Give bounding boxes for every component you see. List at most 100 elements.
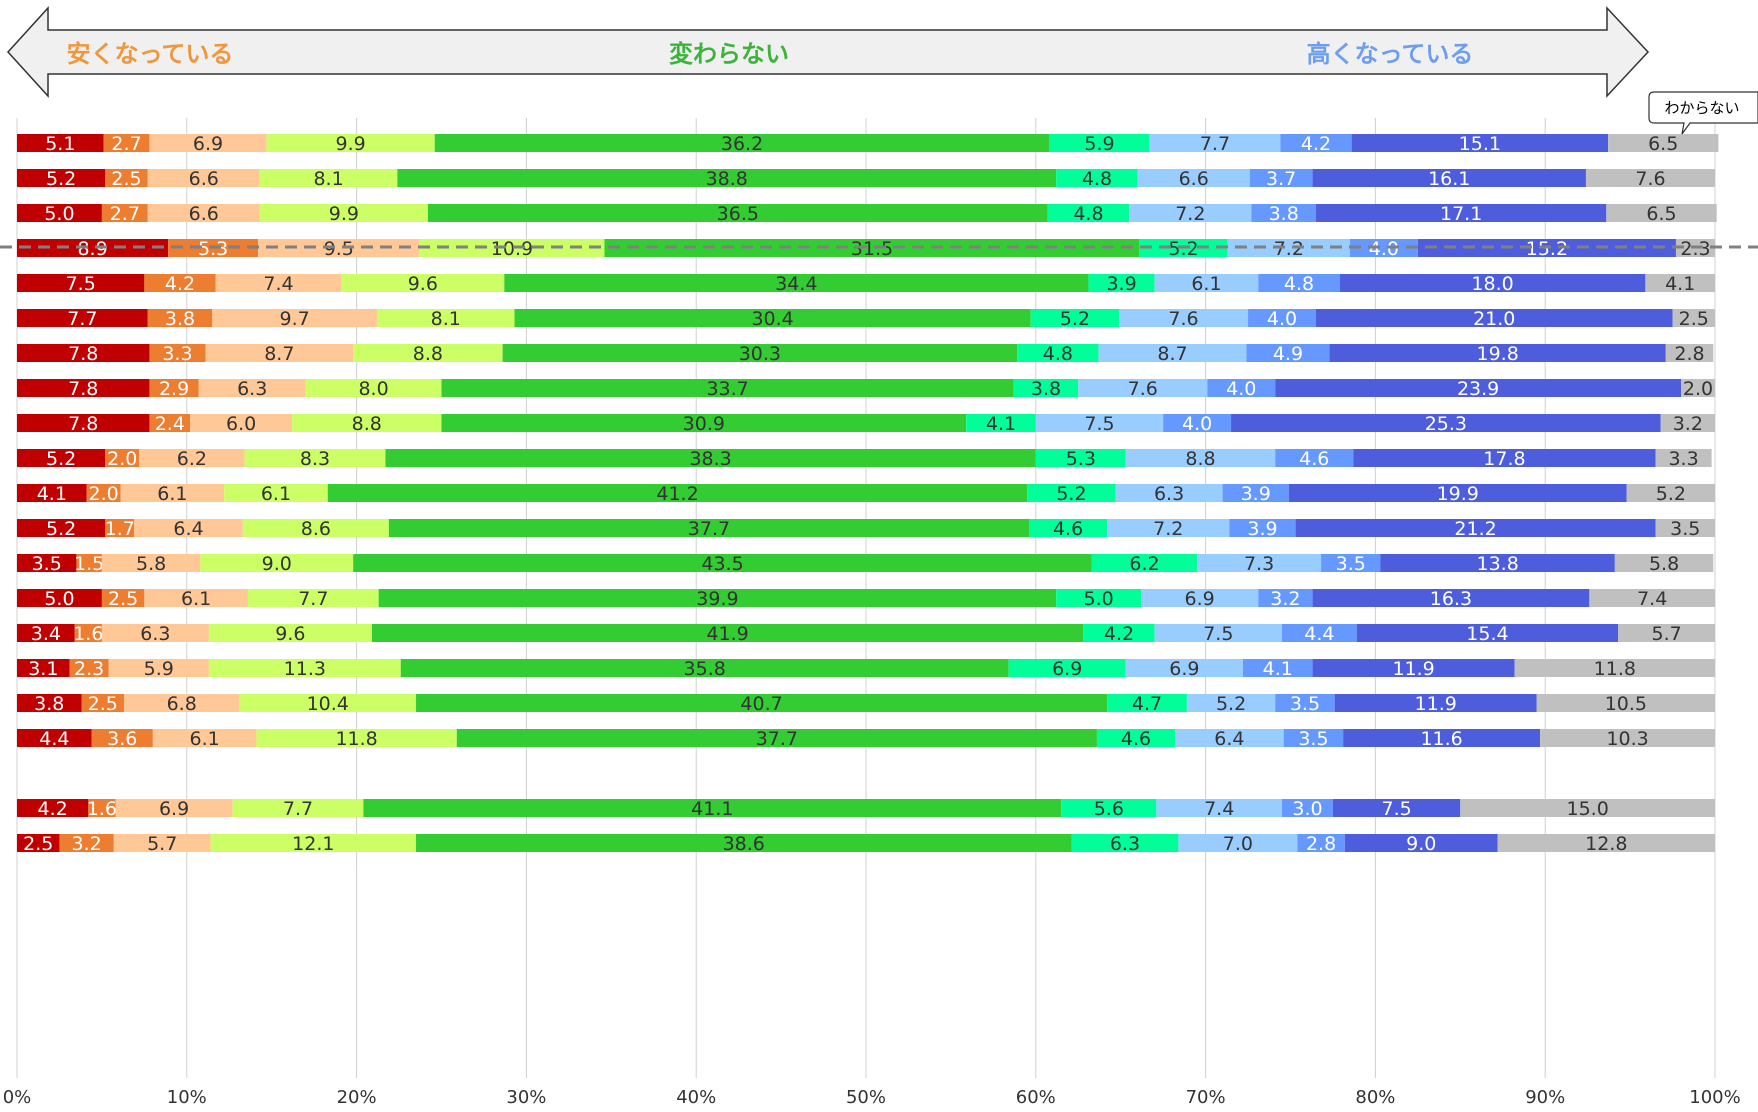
data-label: 6.6: [189, 203, 219, 225]
data-label: 3.8: [165, 308, 195, 330]
data-label: 3.4: [31, 623, 61, 645]
data-label: 38.3: [689, 448, 731, 470]
data-label: 4.1: [37, 483, 67, 505]
data-label: 36.5: [717, 203, 759, 225]
data-label: 15.2: [1526, 238, 1568, 260]
bar-segment: [1047, 204, 1130, 222]
data-label: 5.0: [1084, 588, 1114, 610]
data-label: 4.2: [165, 273, 195, 295]
data-label: 4.0: [1182, 413, 1212, 435]
bar-segment: [1589, 589, 1715, 607]
data-label: 16.3: [1430, 588, 1472, 610]
data-label: 3.6: [107, 728, 137, 750]
bar-segment: [385, 449, 1036, 467]
bar-segment: [1222, 484, 1289, 502]
bar-segment: [101, 624, 209, 642]
data-label: 21.0: [1473, 308, 1515, 330]
bar-segment: [1672, 309, 1715, 327]
data-label: 3.5: [1298, 728, 1328, 750]
data-label: 10.4: [307, 693, 349, 715]
data-label: 5.2: [46, 168, 76, 190]
bar-segment: [190, 414, 293, 432]
data-label: 8.9: [77, 238, 107, 260]
bar-row: 7.8 2.4 6.0 8.8 30.9 4.1 7.5 4.0 25.3 3.2: [17, 413, 1715, 435]
bar-segment: [1655, 449, 1712, 467]
data-label: 8.7: [264, 343, 294, 365]
bar-segment: [86, 484, 121, 502]
data-label: 5.7: [1651, 623, 1681, 645]
x-tick-label: 10%: [167, 1087, 207, 1108]
bar-segment: [292, 414, 442, 432]
data-label: 3.9: [1247, 518, 1277, 540]
bar-segment: [397, 169, 1057, 187]
bar-segment: [105, 169, 148, 187]
data-label: 2.5: [1679, 308, 1709, 330]
bar-segment: [1013, 379, 1079, 397]
bar-segment: [81, 694, 124, 712]
bar-row: 4.2 1.6 6.9 7.7 41.1 5.6 7.4 3.0 7.5 15.0: [17, 798, 1715, 820]
bar-segment: [400, 659, 1009, 677]
bar-segment: [604, 239, 1140, 257]
data-label: 3.5: [1290, 693, 1320, 715]
bar-segment: [441, 414, 967, 432]
bar-segment: [1078, 379, 1208, 397]
data-label: 7.4: [263, 273, 293, 295]
data-label: 11.8: [1594, 658, 1636, 680]
data-label: 2.5: [23, 833, 53, 855]
bar-segment: [101, 554, 201, 572]
data-label: 6.5: [1648, 133, 1678, 155]
bar-segment: [208, 624, 372, 642]
data-label: 3.0: [1292, 798, 1322, 820]
data-label: 2.8: [1306, 833, 1336, 855]
bar-segment: [1312, 659, 1515, 677]
data-label: 7.3: [1244, 553, 1274, 575]
data-label: 4.6: [1121, 728, 1151, 750]
data-label: 5.2: [1168, 238, 1198, 260]
data-label: 8.8: [1185, 448, 1215, 470]
data-label: 9.6: [408, 273, 438, 295]
bar-segment: [17, 239, 169, 257]
data-label: 6.1: [261, 483, 291, 505]
data-label: 33.7: [706, 378, 748, 400]
data-label: 6.9: [1185, 588, 1215, 610]
data-label: 8.1: [313, 168, 343, 190]
bar-segment: [215, 274, 342, 292]
bar-row: 7.5 4.2 7.4 9.6 34.4 3.9 6.1 4.8 18.0 4.1: [17, 273, 1715, 295]
bar-segment: [1315, 204, 1607, 222]
bar-segment: [1141, 589, 1259, 607]
bar-row: 7.8 3.3 8.7 8.8 30.3 4.8 8.7 4.9 19.8 2.8: [17, 343, 1714, 365]
data-label: 2.0: [1683, 378, 1713, 400]
bar-segment: [1353, 449, 1656, 467]
data-label: 3.5: [32, 553, 62, 575]
bar-segment: [1242, 659, 1313, 677]
bar-segment: [1163, 414, 1232, 432]
data-label: 3.2: [1673, 413, 1703, 435]
x-tick-label: 20%: [337, 1087, 377, 1108]
data-label: 7.5: [66, 273, 96, 295]
bar-segment: [416, 694, 1108, 712]
data-label: 6.9: [1169, 658, 1199, 680]
bar-row: 3.5 1.5 5.8 9.0 43.5 6.2 7.3 3.5 13.8 5.8: [17, 553, 1714, 575]
data-label: 7.8: [68, 378, 98, 400]
bar-segment: [1029, 519, 1108, 537]
data-label: 2.0: [88, 483, 118, 505]
bar-segment: [1008, 659, 1126, 677]
data-label: 7.6: [1168, 308, 1198, 330]
bar-segment: [1258, 589, 1313, 607]
bar-segment: [256, 729, 457, 747]
data-label: 23.9: [1457, 378, 1499, 400]
bar-segment: [388, 519, 1030, 537]
bar-segment: [17, 624, 75, 642]
bar-segment: [1227, 239, 1350, 257]
data-label: 4.8: [1284, 273, 1314, 295]
bar-row: 3.1 2.3 5.9 11.3 35.8 6.9 6.9 4.1 11.9 11.8: [17, 658, 1715, 680]
bar-segment: [105, 449, 140, 467]
bar-segment: [1275, 449, 1354, 467]
data-label: 5.1: [45, 133, 75, 155]
data-label: 11.6: [1420, 728, 1462, 750]
data-label: 6.9: [1052, 658, 1082, 680]
bar-segment: [1297, 834, 1345, 852]
bar-segment: [1071, 834, 1179, 852]
data-label: 9.6: [275, 623, 305, 645]
bar-segment: [502, 344, 1018, 362]
